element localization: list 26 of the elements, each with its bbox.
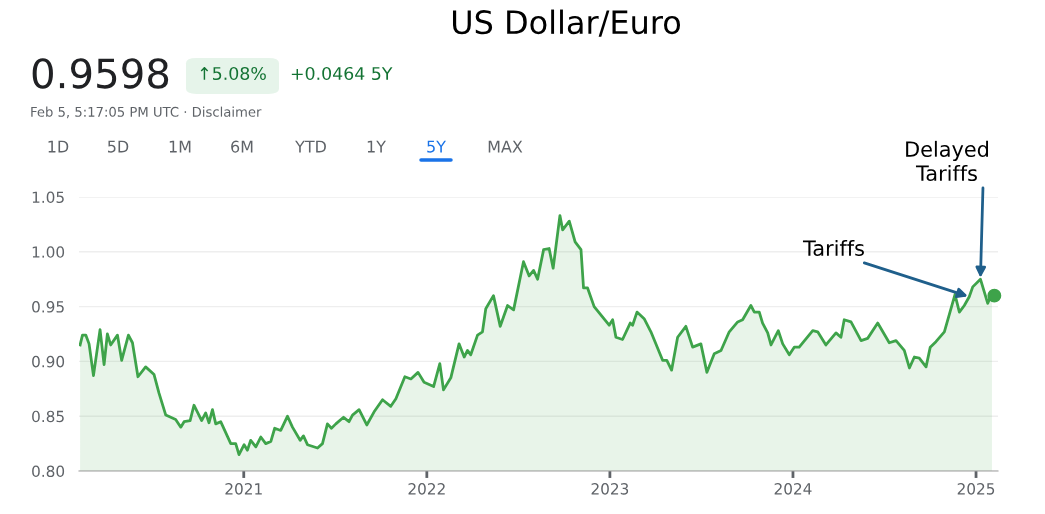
x-tick-label: 2023: [591, 483, 629, 495]
text: 5Y: [427, 140, 446, 153]
text: ↑5.08%: [200, 66, 266, 81]
text: +0.0464 5Y: [291, 66, 393, 81]
chart-title: US Dollar/Euro: [452, 9, 681, 37]
text: 1M: [169, 140, 191, 153]
annotation: Tariffs: [802, 239, 864, 257]
text: 6M: [231, 140, 253, 153]
y-tick-label: 0.90: [32, 355, 65, 368]
x-tick-label: 2024: [774, 483, 812, 495]
x-tick-label: 2022: [408, 483, 445, 495]
annotation: Delayed Tariffs: [906, 140, 988, 182]
y-tick-label: 0.80: [32, 465, 65, 478]
text: MAX: [488, 140, 523, 153]
text: 0.9598: [32, 58, 169, 89]
y-tick-label: 1.05: [32, 191, 64, 204]
text: 1D: [48, 140, 69, 153]
text: YTD: [295, 140, 326, 153]
x-tick-label: 2025: [957, 483, 995, 495]
y-tick-label: 0.85: [32, 410, 64, 423]
text: 5D: [108, 140, 129, 153]
x-tick-label: 2021: [225, 483, 262, 495]
y-tick-label: 1.00: [32, 246, 65, 258]
text: 1Y: [367, 140, 386, 153]
y-tick-label: 0.95: [32, 301, 64, 313]
text: Feb 5, 5:17:05 PM UTC · Disclaimer: [31, 106, 262, 119]
